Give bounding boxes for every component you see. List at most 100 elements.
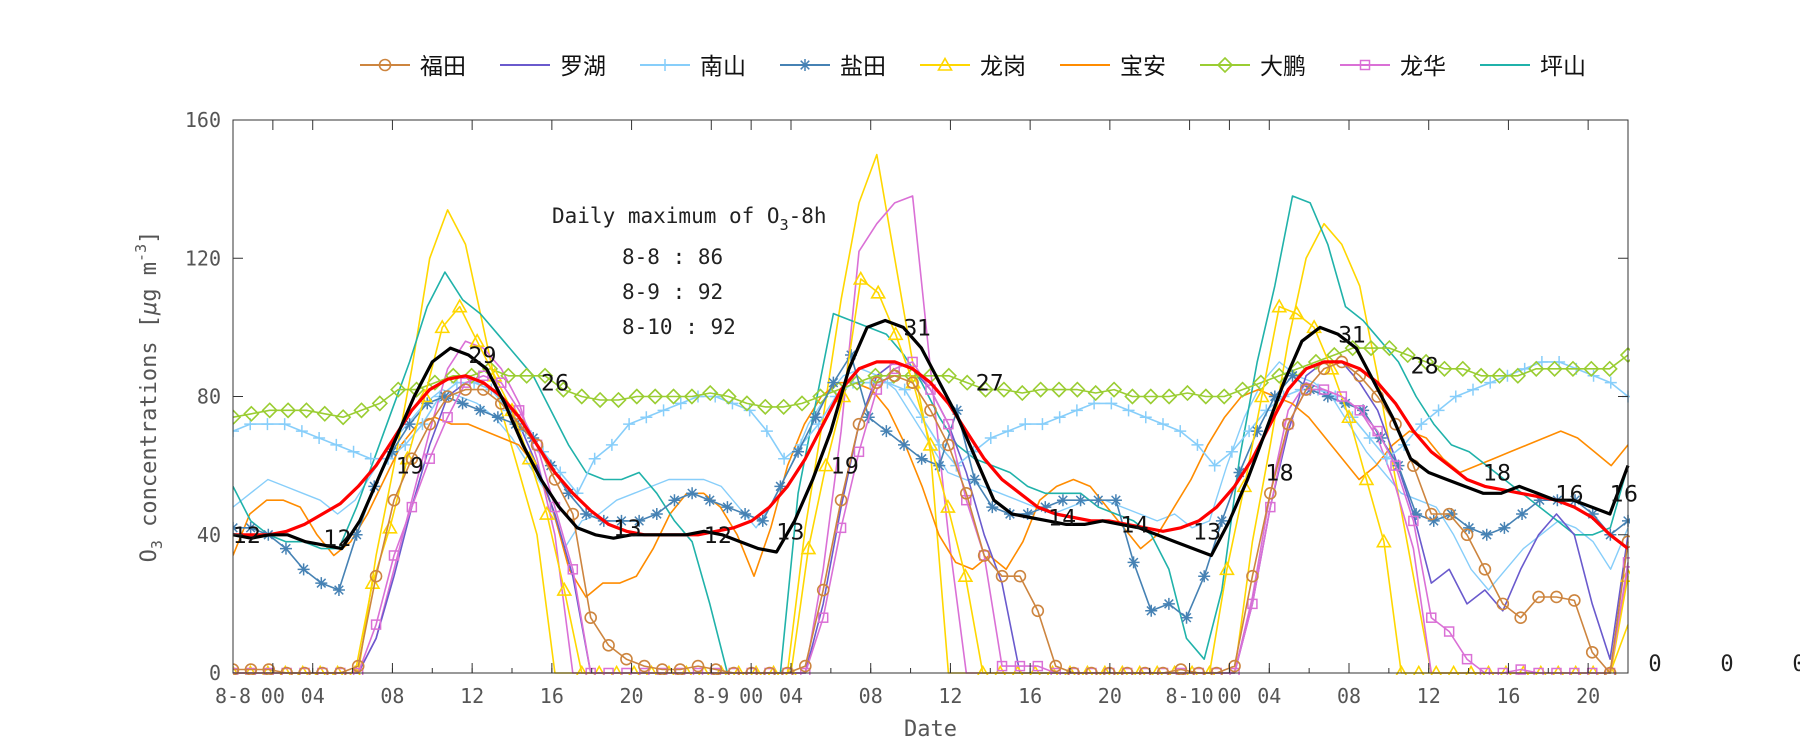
series-dapeng-marker-65 [1417,353,1435,371]
series-dapeng-marker-20 [591,391,609,409]
series-futian-marker-39 [924,404,937,417]
series-dapeng-marker-55 [1234,381,1251,398]
series-longhua-marker-8 [370,619,382,630]
series-dapeng-marker-29 [757,398,774,416]
series-yantian-marker-72 [1498,521,1511,534]
series-nanshan-marker-32 [778,452,791,465]
annotation-line-0: 8-8 : 86 [622,245,723,269]
data-label-11: 14 [1048,506,1076,531]
series-yantian-marker-15 [491,411,504,424]
series-dapeng-marker-72 [1546,360,1563,377]
series-longgang-marker-9 [382,519,398,534]
series-longhua-marker-15 [496,377,507,388]
y-axis-label-part-5: -3 [132,244,150,262]
series-dapeng-marker-61 [1344,339,1361,357]
series-longgang-marker-68 [1413,664,1425,675]
y-axis-label-part-1: 3 [148,540,166,549]
annotation-box: Daily maximum of O3-8h 8-8 : 86 8-9 : 92 8-… [552,204,827,339]
series-dapeng-marker-13 [463,367,480,384]
series-dapeng-marker-73 [1564,360,1582,377]
series-dapeng-marker-51 [1160,388,1178,405]
series-longgang-marker-37 [870,284,887,299]
series-futian-marker-33 [816,583,830,597]
legend-item-yantian: 盐田 [780,54,886,80]
legend-marker-futian [378,58,392,72]
legend-label-longhua: 龙华 [1400,54,1446,80]
series-yantian-marker-68 [1427,514,1440,527]
series-yantian-marker-35 [845,349,858,362]
series-nanshan-marker-7 [347,445,360,458]
series-futian-marker-75 [1568,594,1581,607]
series-dapeng-marker-24 [665,388,682,405]
series-futian-marker-42 [977,549,991,562]
x-tick-label-13: 20 [1098,684,1122,708]
series-longhua-marker-58 [1265,501,1276,513]
series-longgang-marker-66 [1376,533,1392,548]
series-longgang-marker-58 [1236,478,1253,493]
series-nanshan-marker-3 [278,418,291,431]
legend-item-luohu: 罗湖 [500,54,606,80]
series-futian-marker-13 [459,383,472,396]
series-dapeng-marker-5 [316,405,333,422]
series-nanshan-marker-52 [1122,404,1135,417]
series-longgang-marker-18 [539,505,555,520]
series-dapeng-marker-23 [647,388,664,405]
series-futian-marker-24 [655,663,669,675]
series-futian-marker-25 [673,663,687,675]
series-dapeng-marker-54 [1216,388,1233,405]
series-futian-marker-72 [1514,611,1527,625]
series-longgang-marker-60 [1271,298,1288,313]
series-yantian-marker-41 [950,404,963,417]
series-nanshan-marker-5 [313,431,326,444]
x-tick-label-12: 16 [1018,684,1042,708]
y-axis-label-part-4: g m [137,262,162,302]
series-nanshan-marker-21 [588,452,601,465]
annotation-title-part-1: 3 [780,216,789,234]
y-axis-label-part-0: O [137,549,162,562]
data-label-14: 18 [1266,462,1294,487]
series-yantian-marker-67 [1410,508,1423,521]
series-longhua-marker-35 [853,446,865,458]
series-nanshan-marker-46 [1019,418,1032,431]
series-nanshan-marker-67 [1380,452,1393,465]
series-yantian-marker-10 [403,418,416,431]
series-yantian-marker-46 [1039,501,1052,514]
legend-label-yantian: 盐田 [840,54,886,80]
legend-marker-yantian [799,59,811,71]
series-dapeng-marker-28 [738,395,756,412]
series-nanshan-marker-69 [1415,418,1428,431]
y-tick-label-3: 120 [185,246,221,270]
series-nanshan-marker-30 [743,404,756,417]
series-futian-marker-40 [942,438,955,452]
series-longgang-marker-14 [469,333,485,347]
series-yantian-marker-54 [1180,611,1193,624]
series-longgang-marker-43 [977,664,989,675]
series-longgang-upper-line [233,153,1629,674]
x-tick-label-9: 04 [779,684,803,708]
series-longgang-marker-61 [1288,305,1305,320]
series-nanshan-marker-39 [898,383,911,396]
series-dapeng-marker-42 [995,381,1013,398]
series-yantian-marker-3 [279,542,292,555]
series-dapeng-marker-0 [233,409,242,426]
series-nanshan-marker-80 [1604,376,1617,389]
series-longgang-marker-42 [957,568,974,583]
series-dapeng-marker-9 [390,381,407,398]
series-yantian-marker-11 [421,397,434,410]
series-longhua-marker-44 [1014,660,1026,672]
series-futian-marker-8 [369,569,383,583]
series-pingshan-line [233,195,1629,674]
series-futian-marker-32 [799,659,812,673]
series-longgang-marker-41 [940,498,956,513]
series-nanshan-marker-57 [1208,459,1221,472]
series-longhua-marker-12 [442,411,453,423]
series-longhua-marker-10 [406,501,418,513]
series-longgang-marker-69 [1430,664,1442,675]
series-yantian-marker-37 [880,425,893,438]
data-label-12: 14 [1121,513,1149,538]
series-futian-marker-2 [262,663,276,675]
series-futian-marker-60 [1299,383,1313,396]
series-nanshan-marker-22 [605,438,618,451]
series-yantian-marker-71 [1480,528,1493,541]
